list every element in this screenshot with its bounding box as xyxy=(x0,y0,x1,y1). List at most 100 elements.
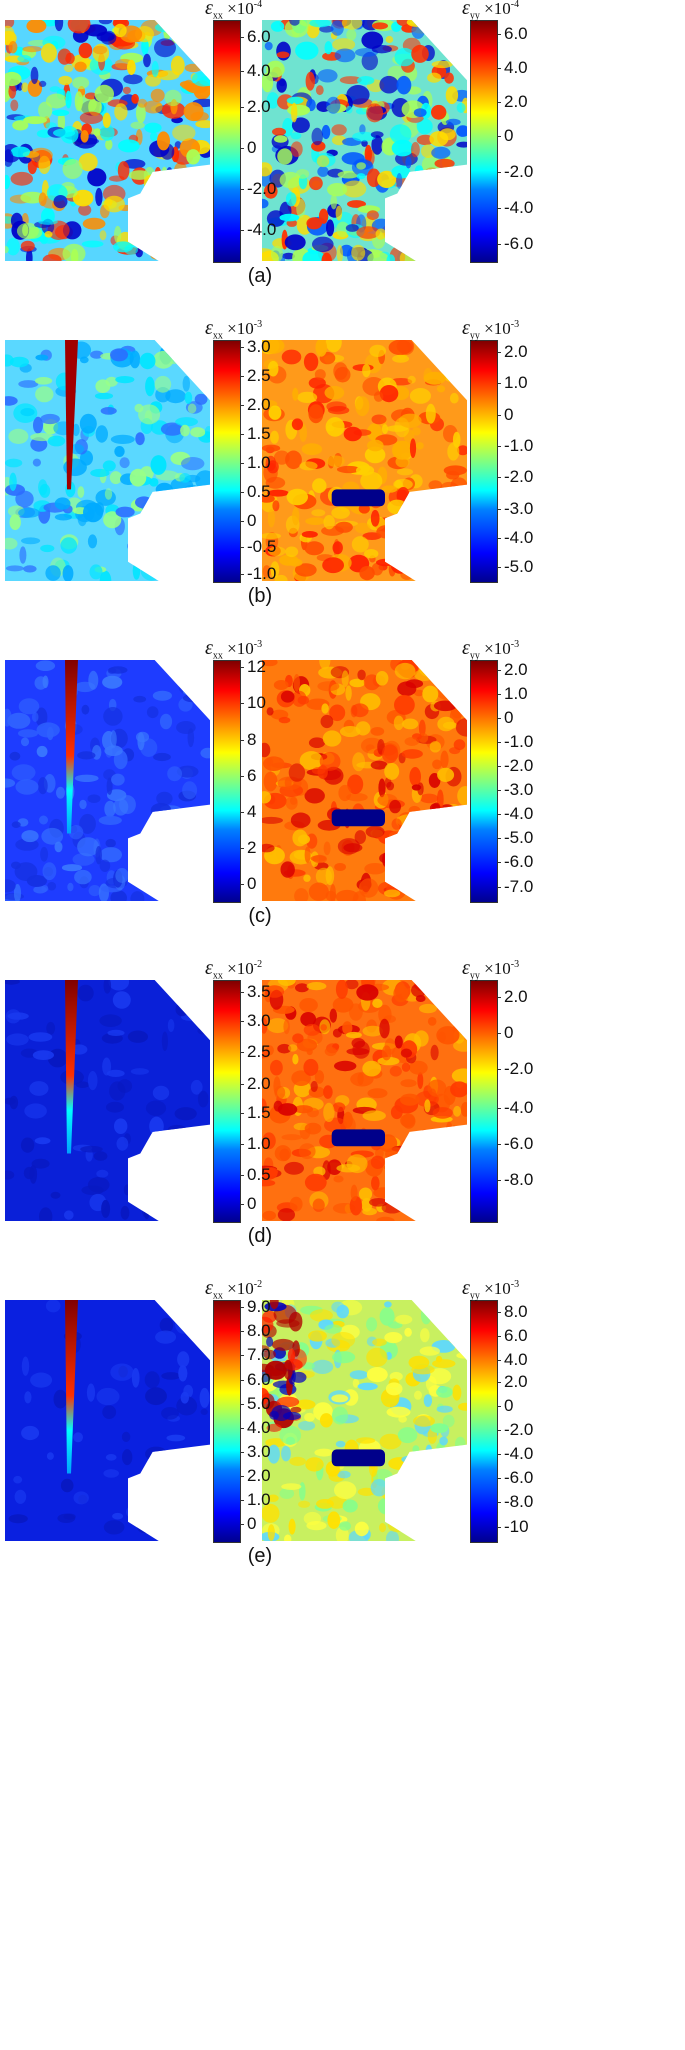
colorbar-tick-label: 2.0 xyxy=(497,1371,528,1391)
exx-colorbar xyxy=(213,660,241,903)
colorbar-tick-label: 1.5 xyxy=(240,423,271,443)
colorbar-tick-label: 0 xyxy=(239,874,257,894)
colorbar-tick-label: -4.0 xyxy=(496,1097,534,1117)
colorbar-tick-label: 1.0 xyxy=(240,452,271,472)
colorbar-tick-label: 1.5 xyxy=(240,1102,271,1122)
eyy-colorbar-title: εyy ×10-4 xyxy=(462,0,520,22)
eyy-strain-map xyxy=(262,1300,467,1541)
exx-colorbar-ticks: 6.0 4.0 2.0 0 -2.0 -4.0 xyxy=(239,20,301,261)
colorbar-tick-label: -8.0 xyxy=(496,1170,534,1190)
colorbar-tick-label: 0 xyxy=(239,1194,257,1214)
eyy-colorbar xyxy=(470,20,498,263)
colorbar-tick-label: 0 xyxy=(239,510,257,530)
colorbar-tick-label: 6.0 xyxy=(240,1369,271,1389)
colorbar-tick-label: -2.0 xyxy=(496,467,534,487)
colorbar-tick-label: 6.0 xyxy=(240,26,271,46)
eyy-colorbar-title: εyy ×10-3 xyxy=(462,317,520,342)
colorbar-tick-label: 0 xyxy=(239,1514,257,1534)
eyy-colorbar-ticks: 2.0 1.0 0 -1.0 -2.0 -3.0 -4.0 -5.0 -6.0 -7.0 xyxy=(496,659,558,901)
eyy-colorbar-title: εyy ×10-3 xyxy=(462,637,520,662)
colorbar-tick-label: -1.0 xyxy=(239,563,277,583)
eyy-colorbar-ticks: 2.0 0 -2.0 -4.0 -6.0 -8.0 xyxy=(496,980,558,1221)
colorbar-tick-label: -0.5 xyxy=(239,537,277,557)
colorbar-tick-label: 9.0 xyxy=(240,1297,271,1317)
colorbar-tick-label: 1.0 xyxy=(497,373,528,393)
colorbar-tick-label: 4.0 xyxy=(497,1350,528,1370)
exx-colorbar-ticks: 3.0 2.5 2.0 1.5 1.0 0.5 0 -0.5 -1.0 xyxy=(239,337,301,583)
panel-d: εxx ×10-2 3.5 3.0 2.5 2.0 1.5 1.0 0.5 0 εyy ×10-3… xyxy=(0,957,685,1352)
panel-e: εxx ×10-2 9.0 8.0 7.0 6.0 5.0 4.0 3.0 2.0 1.0 0 εyy… xyxy=(0,1277,685,1672)
panel-caption: (a) xyxy=(247,265,273,287)
exx-colorbar-title: εxx ×10-2 xyxy=(205,1277,263,1302)
eyy-strain-map xyxy=(262,340,467,581)
colorbar-tick-label: 2.0 xyxy=(497,986,528,1006)
colorbar-tick-label: 0.5 xyxy=(240,1165,271,1185)
exx-colorbar xyxy=(213,20,241,263)
colorbar-tick-label: 4.0 xyxy=(240,60,271,80)
eyy-colorbar-title: εyy ×10-3 xyxy=(462,957,520,982)
colorbar-tick-label: -2.0 xyxy=(496,756,534,776)
exx-colorbar-title: εxx ×10-4 xyxy=(205,0,263,22)
panel-c: εxx ×10-3 12 10 8 6 4 2 0 εyy ×10-3 2.0 1.0 0 -1.0 -2… xyxy=(0,637,685,1032)
eyy-colorbar-title: εyy ×10-3 xyxy=(462,1277,520,1302)
colorbar-tick-label: 6 xyxy=(239,765,257,785)
colorbar-tick-label: -1.0 xyxy=(496,436,534,456)
panel-caption: (b) xyxy=(247,585,273,607)
exx-strain-map xyxy=(5,1300,210,1541)
colorbar-tick-label: 0 xyxy=(496,707,514,727)
colorbar-tick-label: 4 xyxy=(239,801,257,821)
colorbar-tick-label: 2.5 xyxy=(240,1042,271,1062)
colorbar-tick-label: -4.0 xyxy=(496,1444,534,1464)
colorbar-tick-label: -5.0 xyxy=(496,556,534,576)
colorbar-tick-label: -5.0 xyxy=(496,828,534,848)
colorbar-tick-label: -3.0 xyxy=(496,780,534,800)
colorbar-tick-label: 8.0 xyxy=(497,1302,528,1322)
colorbar-tick-label: -2.0 xyxy=(496,161,534,181)
panel-a: εxx ×10-4 6.0 4.0 2.0 0 -2.0 -4.0 εyy ×10-4 6.0 4… xyxy=(0,0,685,392)
colorbar-tick-label: -6.0 xyxy=(496,234,534,254)
exx-strain-map xyxy=(5,340,210,581)
eyy-colorbar xyxy=(470,980,498,1223)
eyy-colorbar xyxy=(470,340,498,583)
colorbar-tick-label: 6.0 xyxy=(497,1326,528,1346)
exx-strain-map xyxy=(5,980,210,1221)
colorbar-tick-label: 3.0 xyxy=(240,337,271,357)
colorbar-tick-label: 7.0 xyxy=(240,1345,271,1365)
colorbar-tick-label: 4.0 xyxy=(240,1417,271,1437)
colorbar-tick-label: 1.0 xyxy=(497,683,528,703)
colorbar-tick-label: -4.0 xyxy=(496,527,534,547)
panel-caption: (e) xyxy=(247,1545,273,1567)
colorbar-tick-label: 12 xyxy=(240,657,266,677)
exx-colorbar-title: εxx ×10-3 xyxy=(205,317,263,342)
exx-colorbar-title: εxx ×10-3 xyxy=(205,637,263,662)
eyy-colorbar-ticks: 2.0 1.0 0 -1.0 -2.0 -3.0 -4.0 -5.0 xyxy=(496,340,558,581)
colorbar-tick-label: 4.0 xyxy=(497,58,528,78)
exx-strain-map xyxy=(5,20,210,261)
colorbar-tick-label: 3.0 xyxy=(240,1010,271,1030)
exx-colorbar-ticks: 12 10 8 6 4 2 0 xyxy=(239,657,301,901)
colorbar-tick-label: -2.0 xyxy=(496,1420,534,1440)
colorbar-tick-label: -3.0 xyxy=(496,498,534,518)
colorbar-tick-label: 0 xyxy=(239,137,257,157)
colorbar-tick-label: 3.0 xyxy=(240,1441,271,1461)
exx-colorbar xyxy=(213,1300,241,1543)
exx-colorbar-ticks: 9.0 8.0 7.0 6.0 5.0 4.0 3.0 2.0 1.0 0 xyxy=(239,1297,301,1541)
eyy-strain-map xyxy=(262,20,467,261)
exx-colorbar-title: εxx ×10-2 xyxy=(205,957,263,982)
colorbar-tick-label: 5.0 xyxy=(240,1393,271,1413)
colorbar-tick-label: 2.0 xyxy=(497,659,528,679)
colorbar-tick-label: -4.0 xyxy=(496,197,534,217)
eyy-colorbar xyxy=(470,660,498,903)
eyy-strain-map xyxy=(262,980,467,1221)
exx-colorbar xyxy=(213,980,241,1223)
colorbar-tick-label: -4.0 xyxy=(496,804,534,824)
eyy-colorbar xyxy=(470,1300,498,1543)
colorbar-tick-label: 2.0 xyxy=(497,91,528,111)
eyy-colorbar-ticks: 6.0 4.0 2.0 0 -2.0 -4.0 -6.0 xyxy=(496,20,558,261)
colorbar-tick-label: -6.0 xyxy=(496,1468,534,1488)
exx-colorbar xyxy=(213,340,241,583)
colorbar-tick-label: 0 xyxy=(496,1023,514,1043)
colorbar-tick-label: 1.0 xyxy=(240,1490,271,1510)
colorbar-tick-label: 2.0 xyxy=(240,1465,271,1485)
colorbar-tick-label: 3.5 xyxy=(240,982,271,1002)
